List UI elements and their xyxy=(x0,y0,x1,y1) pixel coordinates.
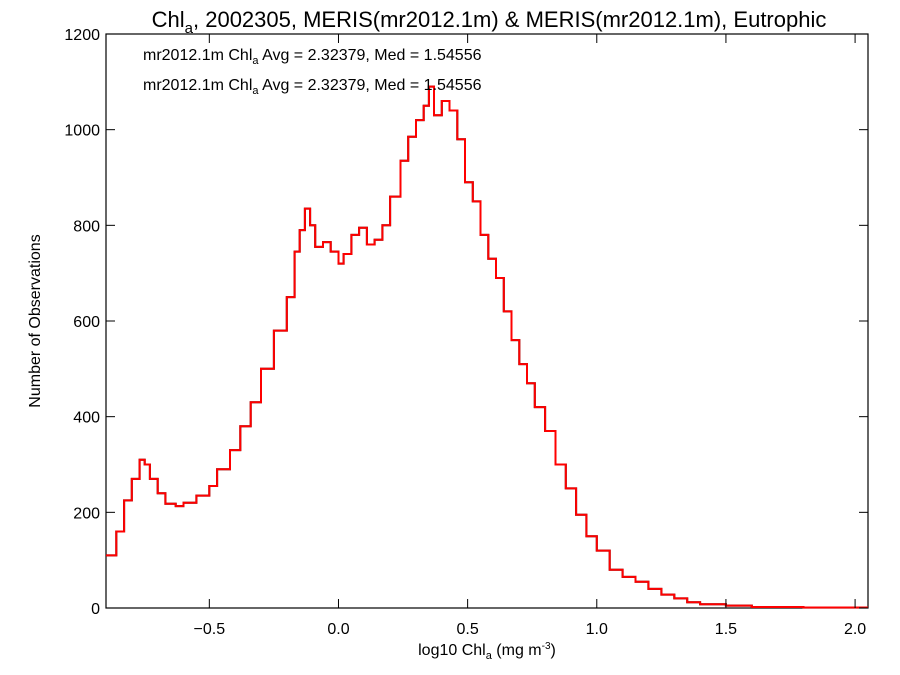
x-tick-label: 1.0 xyxy=(586,621,608,638)
x-axis-label-mid: (mg m xyxy=(492,642,542,659)
x-tick-label: 0.0 xyxy=(327,621,349,638)
annotation-black-pre: mr2012.1m Chl xyxy=(143,47,252,64)
annotation-red-sub: a xyxy=(252,85,259,97)
chart-title-sub: a xyxy=(185,20,194,37)
chart-title-post: , 2002305, MERIS(mr2012.1m) & MERIS(mr20… xyxy=(193,7,826,32)
annotation-black: mr2012.1m Chla Avg = 2.32379, Med = 1.54… xyxy=(143,47,482,67)
annotation-black-post: Avg = 2.32379, Med = 1.54556 xyxy=(259,47,482,64)
x-axis-label-pre: log10 Chl xyxy=(418,642,486,659)
y-tick-label: 400 xyxy=(73,410,100,427)
y-tick-label: 600 xyxy=(73,314,100,331)
chart-title-pre: Chl xyxy=(152,7,185,32)
y-tick-label: 1200 xyxy=(64,27,100,44)
x-axis-label: log10 Chla (mg m-3) xyxy=(418,641,556,662)
plot-area xyxy=(105,33,869,609)
y-tick-label: 0 xyxy=(91,601,100,618)
x-tick-label: 0.5 xyxy=(457,621,479,638)
y-tick-label: 800 xyxy=(73,218,100,235)
annotation-red: mr2012.1m Chla Avg = 2.32379, Med = 1.54… xyxy=(143,77,482,97)
x-axis-label-sup: -3 xyxy=(542,641,551,652)
plot-frame xyxy=(105,33,869,609)
annotation-red-post: Avg = 2.32379, Med = 1.54556 xyxy=(259,77,482,94)
x-tick-label: 1.5 xyxy=(715,621,737,638)
chart-title: Chla, 2002305, MERIS(mr2012.1m) & MERIS(… xyxy=(152,7,827,37)
axis-ticks: −0.5 0.0 0.5 1.0 1.5 2.0 0 200 400 600 800 1000 1200 xyxy=(64,27,868,638)
x-tick-label: 2.0 xyxy=(844,621,866,638)
series-layer xyxy=(106,85,868,609)
y-tick-label: 200 xyxy=(73,505,100,522)
y-tick-label: 1000 xyxy=(64,123,100,140)
annotation-red-pre: mr2012.1m Chl xyxy=(143,77,252,94)
y-axis-label: Number of Observations xyxy=(27,234,44,407)
x-tick-label: −0.5 xyxy=(194,621,226,638)
histogram-series-2 xyxy=(106,85,868,609)
histogram-series-1 xyxy=(106,85,868,609)
x-axis-label-sub: a xyxy=(486,650,493,662)
x-axis-label-post: ) xyxy=(551,642,556,659)
annotation-black-sub: a xyxy=(252,55,259,67)
